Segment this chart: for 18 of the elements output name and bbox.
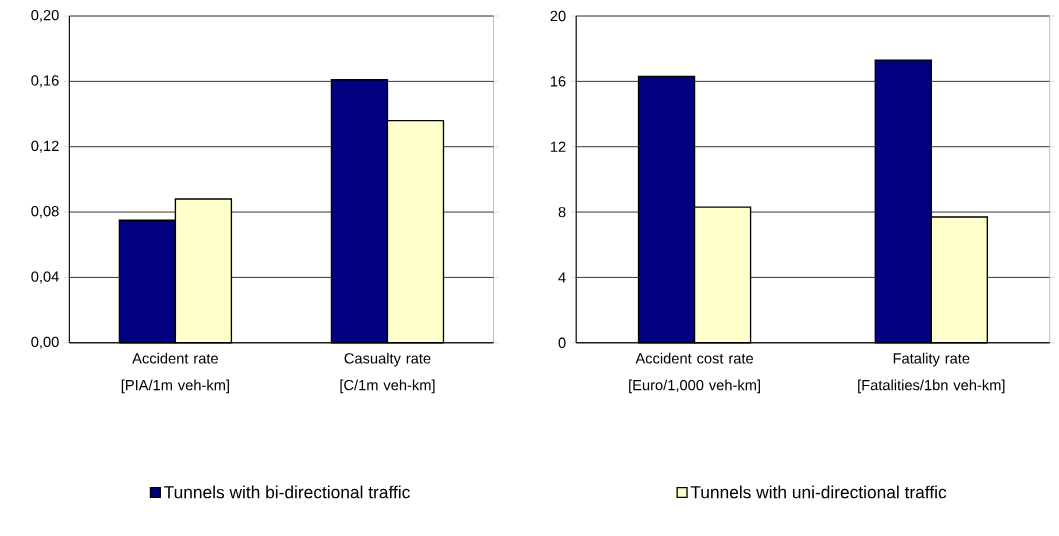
y-tick-label: 0,08 bbox=[31, 205, 59, 219]
y-tick-label: 20 bbox=[550, 10, 566, 22]
y-tick-label: 0,12 bbox=[31, 140, 59, 153]
x-tick-label: Casualty rate [C/1m veh-km] bbox=[340, 352, 435, 394]
x-tick-label: Accident rate [PIA/1m veh-km] bbox=[121, 352, 229, 394]
y-tick-label: 0,16 bbox=[31, 75, 59, 88]
x-tick-label: Fatality rate [Fatalities/1bn veh-km] bbox=[858, 352, 1005, 394]
y-tick-label: 8 bbox=[558, 206, 566, 218]
y-tick-label: 0 bbox=[558, 337, 566, 348]
y-tick-label: 0,04 bbox=[31, 271, 59, 284]
x-tick-label: Accident cost rate [Euro/1,000 veh-km] bbox=[629, 352, 760, 394]
y-tick-label: 12 bbox=[550, 141, 566, 152]
y-tick-label: 16 bbox=[550, 76, 566, 87]
y-tick-label: 0,00 bbox=[31, 336, 59, 349]
legend-label: Tunnels with bi-directional traffic bbox=[164, 485, 410, 499]
y-tick-label: 4 bbox=[558, 272, 566, 283]
y-tick-label: 0,20 bbox=[31, 9, 59, 22]
legend-label: Tunnels with uni-directional traffic bbox=[690, 485, 947, 499]
